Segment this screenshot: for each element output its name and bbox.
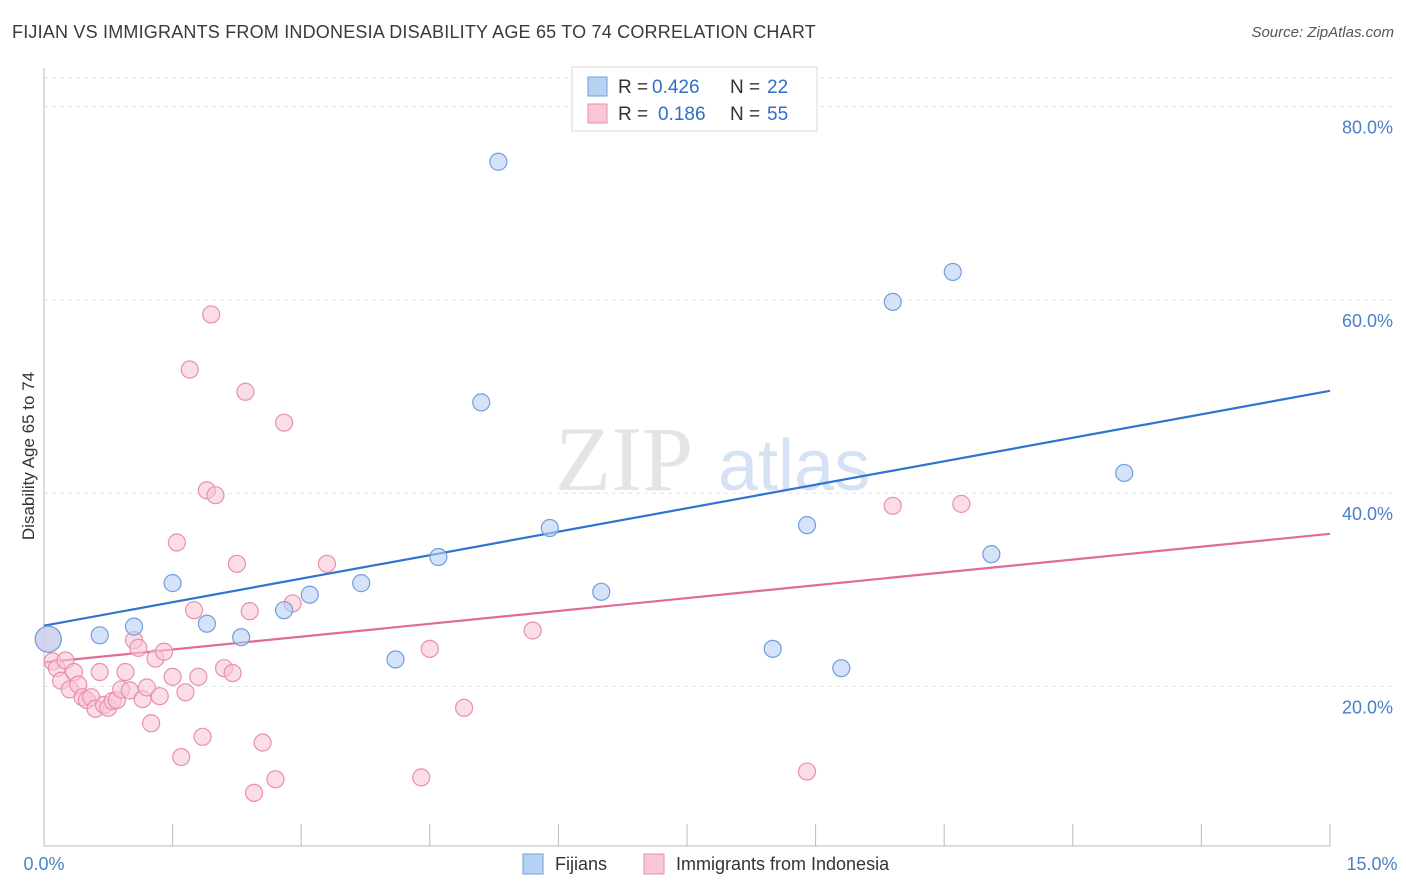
fijians-point-5 (232, 628, 251, 647)
y-tick-label-80: 80.0% (1342, 118, 1393, 138)
indonesia-point-47 (274, 413, 294, 432)
indonesia-point-32 (180, 360, 199, 379)
fijians-point-12 (489, 152, 508, 171)
indonesia-point-56 (952, 494, 971, 513)
indonesia-point-46 (266, 770, 285, 789)
trend-line-indonesia (43, 532, 1331, 664)
indonesia-point-38 (206, 486, 225, 505)
fijians-point-16 (797, 516, 817, 535)
legend-r-value-indonesia: 0.186 (658, 104, 706, 125)
fijians-point-8 (352, 574, 371, 593)
indonesia-point-42 (240, 602, 259, 621)
trend-line-fijians (43, 389, 1331, 627)
indonesia-point-34 (189, 667, 208, 686)
indonesia-point-23 (137, 678, 156, 697)
indonesia-point-12 (90, 662, 109, 682)
bottom-legend-label-fijians: Fijians (555, 854, 607, 874)
legend-box (571, 66, 818, 132)
indonesia-point-21 (129, 638, 148, 657)
fijians-point-2 (124, 617, 144, 636)
y-tick-label-60: 60.0% (1342, 311, 1393, 331)
indonesia-point-18 (116, 662, 135, 682)
legend-n-label-fijians: N = (730, 77, 760, 98)
indonesia-point-43 (236, 382, 255, 401)
x-tick-label-min: 0.0% (23, 854, 64, 874)
indonesia-point-33 (184, 601, 204, 620)
indonesia-point-54 (797, 762, 817, 781)
watermark: ZIP atlas (555, 408, 870, 510)
correlation-legend: R = 0.426 N = 22 R = 0.186 N = 55 (571, 66, 818, 132)
indonesia-point-31 (176, 683, 195, 702)
indonesia-point-53 (523, 621, 542, 640)
fijians-point-14 (592, 582, 611, 601)
indonesia-point-24 (142, 714, 161, 733)
indonesia-point-26 (150, 687, 169, 706)
trend-lines (43, 389, 1331, 664)
legend-n-value-indonesia: 55 (767, 104, 788, 125)
y-axis-title: Disability Age 65 to 74 (19, 372, 38, 540)
indonesia-point-49 (317, 554, 337, 573)
indonesia-point-27 (154, 642, 174, 661)
bottom-legend-label-indonesia: Immigrants from Indonesia (676, 854, 890, 874)
legend-r-value-fijians: 0.426 (652, 77, 700, 98)
fijians-point-3 (163, 574, 182, 593)
fijians-point-0 (34, 625, 62, 653)
fijians-point-20 (982, 545, 1001, 564)
indonesia-point-19 (120, 681, 139, 700)
fijians-point-4 (197, 614, 216, 633)
indonesia-point-35 (193, 727, 212, 746)
watermark-zip: ZIP (555, 408, 693, 510)
fijians-point-17 (832, 659, 851, 678)
y-tick-label-40: 40.0% (1342, 504, 1393, 524)
indonesia-point-37 (202, 305, 221, 324)
chart-title: FIJIAN VS IMMIGRANTS FROM INDONESIA DISA… (12, 22, 816, 42)
series-immigrants-from-indonesia (34, 305, 971, 802)
fijians-point-15 (763, 639, 782, 658)
fijians-point-18 (883, 292, 902, 311)
series-fijians (34, 152, 1134, 678)
legend-n-label-indonesia: N = (730, 104, 760, 125)
indonesia-point-51 (420, 639, 439, 658)
legend-r-label-indonesia: R = (618, 104, 648, 125)
series-legend: Fijians Immigrants from Indonesia (522, 853, 890, 875)
indonesia-point-55 (883, 496, 902, 515)
indonesia-point-28 (163, 667, 182, 686)
bottom-legend-swatch-indonesia (643, 853, 665, 875)
source-credit: Source: ZipAtlas.com (1251, 24, 1394, 41)
indonesia-point-44 (244, 783, 264, 802)
legend-n-value-fijians: 22 (767, 77, 788, 98)
fijians-point-9 (386, 650, 405, 669)
bottom-legend-swatch-fijians (522, 853, 544, 875)
indonesia-point-30 (172, 747, 191, 767)
y-tick-label-20: 20.0% (1342, 698, 1393, 718)
indonesia-point-40 (223, 663, 242, 683)
fijians-point-1 (90, 626, 109, 645)
fijians-point-11 (472, 393, 491, 412)
fijians-point-7 (300, 585, 319, 604)
indonesia-point-52 (454, 698, 474, 717)
indonesia-point-50 (412, 768, 431, 787)
legend-swatch-indonesia (587, 103, 608, 124)
fijians-point-19 (943, 262, 962, 282)
y-axis-tick-labels: 20.0% 40.0% 60.0% 80.0% (1342, 118, 1393, 718)
x-axis-ticks (43, 824, 1331, 846)
fijians-point-6 (274, 601, 294, 620)
fijians-point-13 (540, 518, 559, 538)
fijians-point-21 (1115, 463, 1134, 483)
indonesia-point-41 (227, 554, 246, 573)
watermark-atlas: atlas (718, 426, 870, 506)
fijians-point-10 (429, 547, 448, 567)
indonesia-point-29 (167, 533, 186, 552)
x-tick-label-max: 15.0% (1346, 854, 1397, 874)
legend-r-label-fijians: R = (618, 77, 648, 98)
legend-swatch-fijians (587, 76, 608, 97)
indonesia-point-45 (253, 733, 272, 752)
